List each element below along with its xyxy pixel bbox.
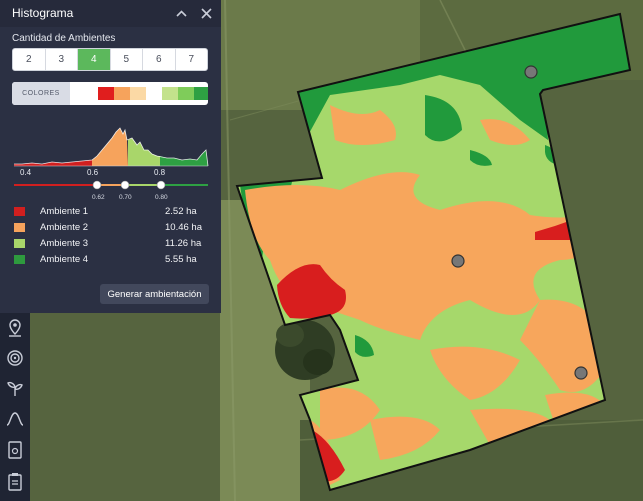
plant-icon[interactable] [3, 376, 27, 400]
ambientes-option-4[interactable]: 4 [78, 49, 111, 70]
sample-point-3 [574, 366, 588, 380]
ambientes-option-6[interactable]: 6 [143, 49, 176, 70]
legend-area: 5.55 ha [165, 254, 197, 265]
axis-label-0.6: 0.6 [87, 168, 99, 177]
document-icon[interactable] [3, 438, 27, 462]
legend-name: Ambiente 3 [40, 238, 89, 249]
threshold-label-3: 0.80 [155, 194, 168, 201]
palette-swatch-3 [130, 87, 146, 100]
ambientes-option-5[interactable]: 5 [111, 49, 143, 70]
sample-point-1 [524, 65, 538, 79]
histogram-red-segment [14, 160, 92, 166]
axis-label-0.8: 0.8 [154, 168, 166, 177]
palette-swatches [98, 87, 208, 100]
generar-ambientacion-button[interactable]: Generar ambientación [100, 284, 209, 304]
legend-row-ambiente-2: Ambiente 2 10.46 ha [12, 221, 212, 235]
palette-swatch-2 [114, 87, 130, 100]
axis-label-0.4: 0.4 [20, 168, 32, 177]
panel-title: Histograma [12, 6, 74, 20]
threshold-handle-1[interactable] [92, 180, 102, 190]
histogram-chart: 0.4 0.6 0.8 0.62 0.70 0.80 [14, 127, 209, 201]
threshold-label-2: 0.70 [119, 194, 132, 201]
colors-label: COLORES [12, 82, 70, 105]
color-palette-selector[interactable]: COLORES [12, 82, 208, 105]
ambientes-option-7[interactable]: 7 [188, 54, 195, 65]
location-pin-icon[interactable] [3, 316, 27, 340]
legend-area: 11.26 ha [165, 238, 202, 249]
ambientes-label: Cantidad de Ambientes [12, 33, 116, 44]
legend-name: Ambiente 2 [40, 222, 89, 233]
legend-swatch [14, 223, 25, 232]
histogram-orange-segment [92, 128, 128, 166]
legend-name: Ambiente 1 [40, 206, 89, 217]
palette-swatch-5 [162, 87, 178, 100]
histogram-panel: Histograma Cantidad de Ambientes 2 3 4 5… [0, 0, 221, 313]
legend-name: Ambiente 4 [40, 254, 89, 265]
palette-swatch-1 [98, 87, 114, 100]
histogram-green-segment [160, 150, 208, 166]
palette-swatch-7 [194, 87, 208, 100]
palette-swatch-6 [178, 87, 194, 100]
clipboard-icon[interactable] [3, 470, 27, 494]
threshold-handle-3[interactable] [156, 180, 166, 190]
palette-swatch-4 [146, 87, 162, 100]
histogram-light-green-segment [128, 138, 160, 166]
legend-area: 2.52 ha [165, 206, 197, 217]
legend-swatch [14, 255, 25, 264]
threshold-label-1: 0.62 [92, 194, 105, 201]
legend-swatch [14, 207, 25, 216]
legend-swatch [14, 239, 25, 248]
legend-area: 10.46 ha [165, 222, 202, 233]
ambientes-option-2[interactable]: 2 [13, 49, 46, 70]
curve-icon[interactable] [3, 406, 27, 430]
ambientes-selector: 2 3 4 5 6 7 [12, 48, 208, 71]
chevron-up-icon[interactable] [174, 6, 189, 21]
panel-header: Histograma [0, 0, 221, 27]
legend-row-ambiente-1: Ambiente 1 2.52 ha [12, 205, 212, 219]
legend-row-ambiente-4: Ambiente 4 5.55 ha [12, 253, 212, 267]
left-toolbar [0, 310, 30, 501]
legend-row-ambiente-3: Ambiente 3 11.26 ha [12, 237, 212, 251]
ambientes-option-3[interactable]: 3 [46, 49, 78, 70]
sample-point-2 [451, 254, 465, 268]
threshold-handle-2[interactable] [120, 180, 130, 190]
close-icon[interactable] [199, 6, 214, 21]
target-icon[interactable] [3, 346, 27, 370]
